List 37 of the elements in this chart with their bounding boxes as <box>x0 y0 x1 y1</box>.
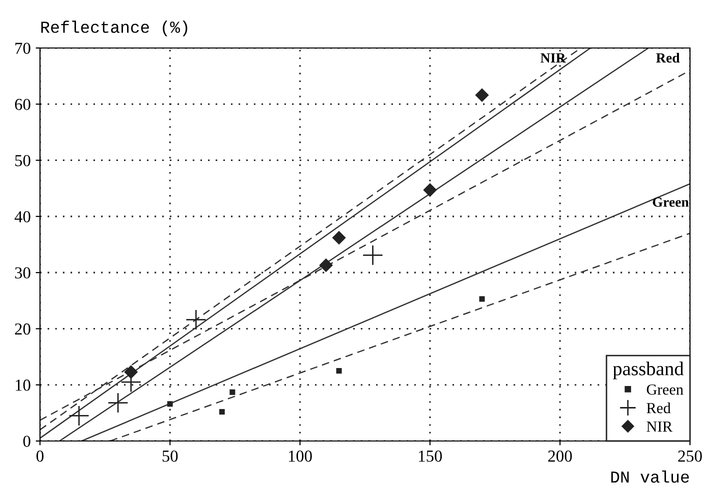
point <box>336 368 342 374</box>
point <box>230 389 236 395</box>
point <box>319 258 333 272</box>
point <box>108 392 128 414</box>
y-axis-title: Reflectance (%) <box>41 20 188 36</box>
point <box>68 405 90 426</box>
x-tick-label: 200 <box>548 450 572 462</box>
x-tick-label: 100 <box>288 450 312 462</box>
y-tick-label: 70 <box>15 42 30 54</box>
annotation: NIR <box>540 53 566 62</box>
legend-label: Red <box>646 402 671 414</box>
point <box>219 409 225 415</box>
point <box>332 230 346 245</box>
annotation: Green <box>652 197 689 207</box>
x-tick-label: 50 <box>162 450 178 462</box>
y-tick-label: 40 <box>14 211 30 222</box>
y-tick-label: 10 <box>16 380 30 391</box>
x-tick-label: 0 <box>36 450 44 462</box>
legend-label: NIR <box>646 422 672 432</box>
x-axis-title: DN value <box>611 470 689 483</box>
point <box>362 244 384 266</box>
point <box>423 183 437 197</box>
y-tick-label: 0 <box>23 436 30 447</box>
y-tick-label: 30 <box>15 267 30 279</box>
x-tick-label: 250 <box>678 450 702 462</box>
legend-title: passband <box>612 362 684 380</box>
annotation: Red <box>656 52 680 63</box>
point <box>124 365 138 379</box>
y-tick-label: 60 <box>15 98 30 110</box>
x-tick-label: 150 <box>418 450 442 462</box>
y-tick-label: 50 <box>15 154 30 166</box>
point <box>167 401 173 407</box>
point <box>186 309 206 330</box>
legend-label: Green <box>646 384 684 395</box>
point <box>479 296 485 302</box>
point <box>475 88 489 102</box>
y-tick-label: 20 <box>15 323 30 335</box>
